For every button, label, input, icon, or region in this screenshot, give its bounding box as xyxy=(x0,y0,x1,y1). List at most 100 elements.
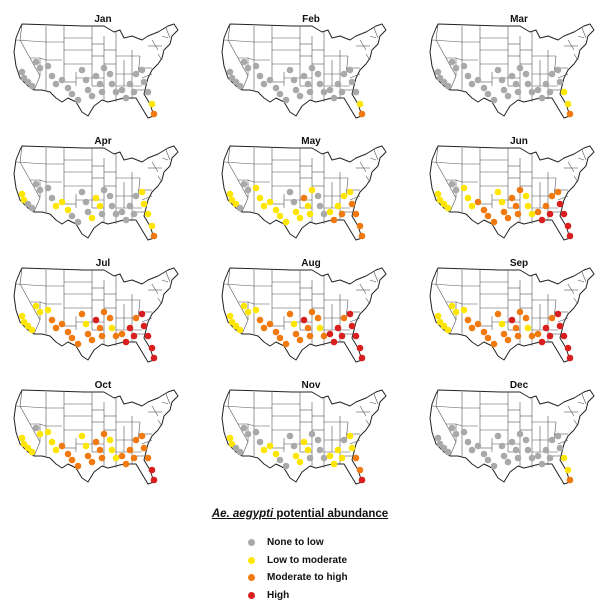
site-marker xyxy=(45,185,52,192)
site-marker xyxy=(449,303,456,310)
site-marker xyxy=(475,199,482,206)
site-marker xyxy=(465,73,472,80)
site-marker xyxy=(499,443,506,450)
site-marker xyxy=(481,85,488,92)
site-marker xyxy=(359,233,366,240)
site-marker xyxy=(59,77,66,84)
site-marker xyxy=(107,71,114,78)
site-marker xyxy=(321,89,328,96)
site-marker xyxy=(69,335,76,342)
legend-label: None to low xyxy=(267,537,324,548)
site-marker xyxy=(435,435,442,442)
site-marker xyxy=(97,447,104,454)
site-marker xyxy=(565,101,572,108)
site-marker xyxy=(525,447,532,454)
site-marker xyxy=(501,453,508,460)
site-marker xyxy=(349,79,356,86)
site-marker xyxy=(37,65,44,72)
site-marker xyxy=(75,341,82,348)
site-marker xyxy=(495,311,502,318)
site-marker xyxy=(315,437,322,444)
site-marker xyxy=(297,459,304,466)
site-marker xyxy=(331,95,338,102)
site-marker xyxy=(131,455,138,462)
site-marker xyxy=(291,199,298,206)
site-marker xyxy=(151,477,158,484)
site-marker xyxy=(485,335,492,342)
site-marker xyxy=(109,447,116,454)
site-marker xyxy=(561,333,568,340)
site-marker xyxy=(267,321,274,328)
site-marker xyxy=(293,87,300,94)
site-marker xyxy=(353,455,360,462)
site-marker xyxy=(257,73,264,80)
site-marker xyxy=(33,425,40,432)
us-map xyxy=(8,126,198,244)
site-marker xyxy=(547,333,554,340)
site-marker xyxy=(435,313,442,320)
site-marker xyxy=(359,477,366,484)
site-marker xyxy=(287,189,294,196)
site-marker xyxy=(113,89,120,96)
month-panel-nov: Nov xyxy=(216,370,406,488)
site-marker xyxy=(53,325,60,332)
site-marker xyxy=(151,355,158,362)
site-marker xyxy=(277,335,284,342)
site-marker xyxy=(529,333,536,340)
site-marker xyxy=(65,85,72,92)
site-marker xyxy=(555,189,562,196)
site-marker xyxy=(101,309,108,316)
site-marker xyxy=(525,203,532,210)
site-marker xyxy=(517,309,524,316)
site-marker xyxy=(291,443,298,450)
site-marker xyxy=(481,329,488,336)
site-marker xyxy=(359,355,366,362)
site-marker xyxy=(37,431,44,438)
site-marker xyxy=(101,187,108,194)
site-marker xyxy=(291,77,298,84)
site-marker xyxy=(515,89,522,96)
site-marker xyxy=(237,83,244,90)
site-marker xyxy=(461,429,468,436)
month-panel-dec: Dec xyxy=(424,370,600,488)
site-marker xyxy=(307,333,314,340)
site-marker xyxy=(297,93,304,100)
site-marker xyxy=(341,71,348,78)
site-marker xyxy=(561,89,568,96)
site-marker xyxy=(505,459,512,466)
legend-label: High xyxy=(267,590,289,601)
site-marker xyxy=(89,459,96,466)
site-marker xyxy=(227,435,234,442)
site-marker xyxy=(141,79,148,86)
site-marker xyxy=(523,71,530,78)
site-marker xyxy=(549,193,556,200)
site-marker xyxy=(101,65,108,72)
site-marker xyxy=(331,461,338,468)
site-marker xyxy=(513,447,520,454)
site-marker xyxy=(19,191,26,198)
site-marker xyxy=(49,439,56,446)
site-marker xyxy=(349,201,356,208)
site-marker xyxy=(315,315,322,322)
site-marker xyxy=(139,67,146,74)
site-marker xyxy=(113,211,120,218)
site-marker xyxy=(273,207,280,214)
site-marker xyxy=(449,59,456,66)
site-marker xyxy=(543,447,550,454)
site-marker xyxy=(469,203,476,210)
legend-label: Low to moderate xyxy=(267,555,347,566)
site-marker xyxy=(29,205,36,212)
site-marker xyxy=(549,315,556,322)
site-marker xyxy=(469,325,476,332)
site-marker xyxy=(45,307,52,314)
site-marker xyxy=(305,325,312,332)
site-marker xyxy=(317,447,324,454)
site-marker xyxy=(119,87,126,94)
site-marker xyxy=(59,321,66,328)
site-marker xyxy=(321,455,328,462)
site-marker xyxy=(127,203,134,210)
site-marker xyxy=(543,81,550,88)
site-marker xyxy=(357,345,364,352)
site-marker xyxy=(341,193,348,200)
site-marker xyxy=(227,191,234,198)
